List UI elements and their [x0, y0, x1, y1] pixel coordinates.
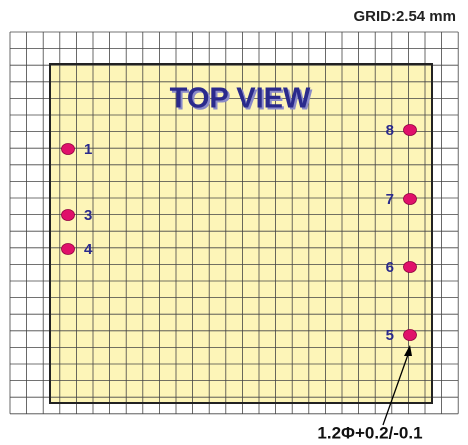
pin-label: 3	[84, 207, 92, 224]
body-outline	[50, 64, 432, 403]
pin-pad	[403, 329, 417, 341]
hole-label: 1.2Φ+0.2/-0.1	[317, 423, 422, 442]
pin-pad	[403, 193, 417, 205]
pin-pad	[403, 124, 417, 136]
leader-line	[382, 348, 411, 426]
view-label: TOP VIEW	[170, 83, 311, 115]
arrowhead	[404, 345, 412, 356]
pin-label: 4	[84, 241, 93, 258]
pins: 1 3 4 8 7 6 5	[61, 122, 417, 344]
pin-pad	[61, 243, 75, 255]
pin-pad	[61, 143, 75, 155]
pin-label: 6	[386, 259, 394, 276]
view-label-shadow: TOP VIEW	[172, 85, 313, 117]
pin-label: 1	[84, 141, 92, 158]
body-border	[49, 63, 433, 404]
grid	[9, 31, 459, 415]
grid-label: GRID:2.54 mm	[353, 8, 456, 25]
pin-label: 7	[386, 191, 394, 208]
pin-label: 5	[386, 327, 394, 344]
pin-pad	[61, 209, 75, 221]
pin-label: 8	[386, 122, 394, 139]
pin-pad	[403, 261, 417, 273]
